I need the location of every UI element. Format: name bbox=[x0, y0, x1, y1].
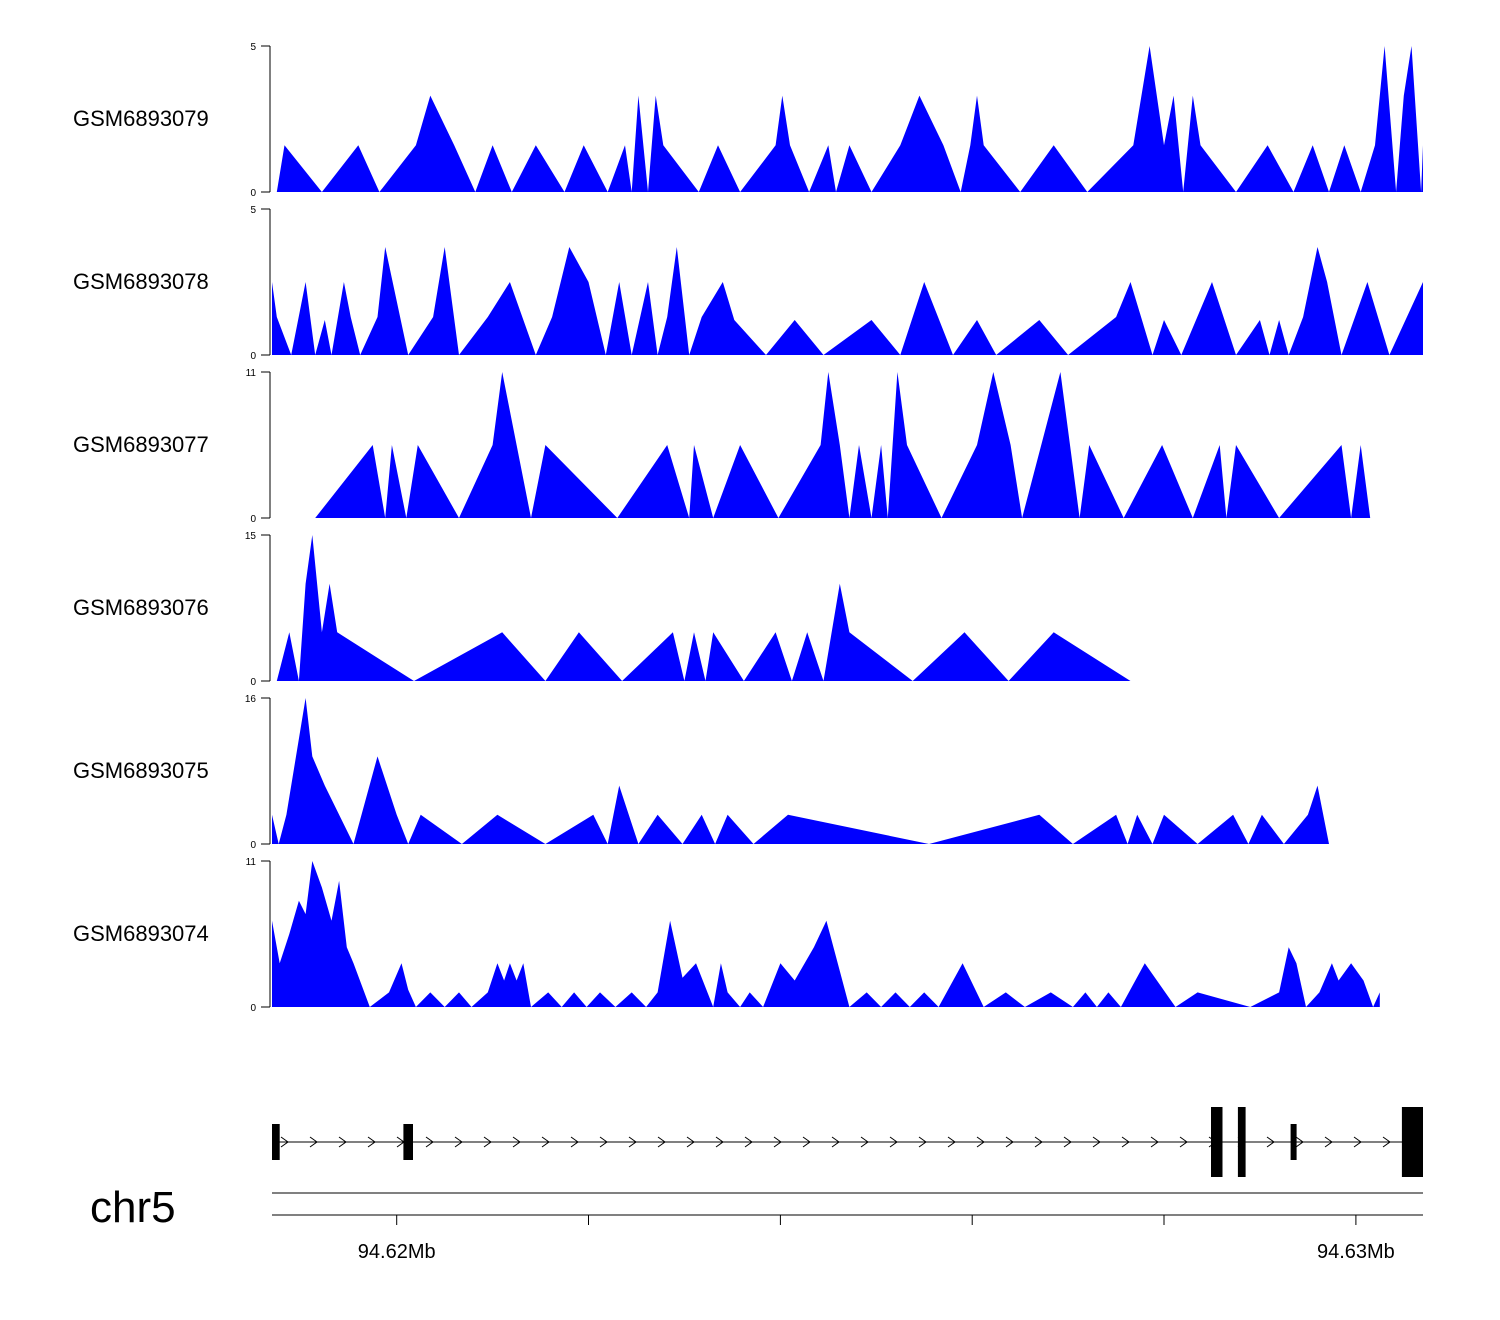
strand-arrow bbox=[1266, 1136, 1275, 1148]
coverage-area bbox=[272, 698, 1329, 844]
track-label: GSM6893074 bbox=[73, 921, 209, 946]
exon bbox=[272, 1124, 280, 1160]
coverage-area bbox=[272, 209, 1423, 355]
strand-arrow bbox=[541, 1136, 550, 1148]
coverage-area bbox=[272, 861, 1380, 1007]
strand-arrow bbox=[947, 1136, 956, 1148]
track-GSM6893074: GSM6893074 11 0 bbox=[73, 857, 1380, 1014]
strand-arrow bbox=[454, 1136, 463, 1148]
y-tick-label: 5 bbox=[250, 205, 256, 216]
strand-arrow bbox=[976, 1136, 985, 1148]
coverage-tracks: GSM689307950GSM689307850GSM6893077110GSM… bbox=[73, 42, 1423, 1014]
strand-arrow bbox=[367, 1136, 376, 1148]
track-GSM6893075: GSM6893075 16 0 bbox=[73, 694, 1329, 851]
strand-arrow bbox=[773, 1136, 782, 1148]
x-tick-label: 94.62Mb bbox=[358, 1241, 436, 1263]
y-tick-label: 0 bbox=[250, 1003, 256, 1014]
y-tick-label: 0 bbox=[250, 351, 256, 362]
strand-arrow bbox=[1005, 1136, 1014, 1148]
strand-arrow bbox=[1324, 1136, 1333, 1148]
y-tick-label: 11 bbox=[246, 857, 257, 868]
strand-arrow bbox=[280, 1136, 289, 1148]
track-label: GSM6893079 bbox=[73, 106, 209, 131]
y-tick-label: 11 bbox=[246, 368, 257, 379]
strand-arrow bbox=[483, 1136, 492, 1148]
coverage-area bbox=[276, 46, 1423, 192]
y-tick-label: 0 bbox=[250, 514, 256, 525]
strand-arrow bbox=[309, 1136, 318, 1148]
track-GSM6893077: GSM6893077 11 0 bbox=[73, 368, 1371, 525]
strand-arrow bbox=[338, 1136, 347, 1148]
y-tick-label: 16 bbox=[245, 694, 257, 705]
track-label: GSM6893075 bbox=[73, 758, 209, 783]
strand-arrow bbox=[1063, 1136, 1072, 1148]
exon bbox=[1401, 1107, 1423, 1177]
y-tick-label: 0 bbox=[250, 188, 256, 199]
track-GSM6893076: GSM6893076 15 0 bbox=[73, 531, 1131, 688]
strand-arrow bbox=[1150, 1136, 1159, 1148]
strand-arrow bbox=[889, 1136, 898, 1148]
strand-arrow bbox=[1353, 1136, 1362, 1148]
strand-arrow bbox=[1034, 1136, 1043, 1148]
strand-arrow bbox=[1092, 1136, 1101, 1148]
strand-arrow bbox=[1121, 1136, 1130, 1148]
x-tick-label: 94.63Mb bbox=[1317, 1241, 1395, 1263]
y-tick-label: 0 bbox=[250, 840, 256, 851]
strand-arrow bbox=[425, 1136, 434, 1148]
chromosome-label: chr5 bbox=[90, 1183, 176, 1232]
exon bbox=[1237, 1107, 1246, 1177]
y-tick-label: 5 bbox=[250, 42, 256, 53]
y-tick-label: 0 bbox=[250, 677, 256, 688]
strand-arrow bbox=[570, 1136, 579, 1148]
strand-arrow bbox=[860, 1136, 869, 1148]
strand-arrow bbox=[744, 1136, 753, 1148]
strand-arrow bbox=[599, 1136, 608, 1148]
strand-arrow bbox=[512, 1136, 521, 1148]
strand-arrow bbox=[1382, 1136, 1391, 1148]
genome-axis: chr5 94.62Mb 94.63Mb bbox=[90, 1183, 1423, 1263]
track-label: GSM6893077 bbox=[73, 432, 209, 457]
strand-arrow bbox=[686, 1136, 695, 1148]
strand-arrow bbox=[1295, 1136, 1304, 1148]
coverage-area bbox=[276, 535, 1131, 681]
y-tick-label: 15 bbox=[245, 531, 257, 542]
strand-arrow bbox=[715, 1136, 724, 1148]
strand-arrow bbox=[918, 1136, 927, 1148]
coverage-area bbox=[315, 372, 1371, 518]
exon bbox=[403, 1124, 413, 1160]
track-GSM6893079: GSM6893079 5 0 bbox=[73, 42, 1423, 199]
track-label: GSM6893076 bbox=[73, 595, 209, 620]
track-GSM6893078: GSM6893078 5 0 bbox=[73, 205, 1423, 362]
gene-model-track bbox=[272, 1107, 1423, 1177]
strand-arrow bbox=[831, 1136, 840, 1148]
exon bbox=[1211, 1107, 1223, 1177]
strand-arrow bbox=[1179, 1136, 1188, 1148]
strand-arrow bbox=[628, 1136, 637, 1148]
exon bbox=[1290, 1124, 1297, 1160]
track-label: GSM6893078 bbox=[73, 269, 209, 294]
strand-arrow bbox=[657, 1136, 666, 1148]
strand-arrow bbox=[802, 1136, 811, 1148]
